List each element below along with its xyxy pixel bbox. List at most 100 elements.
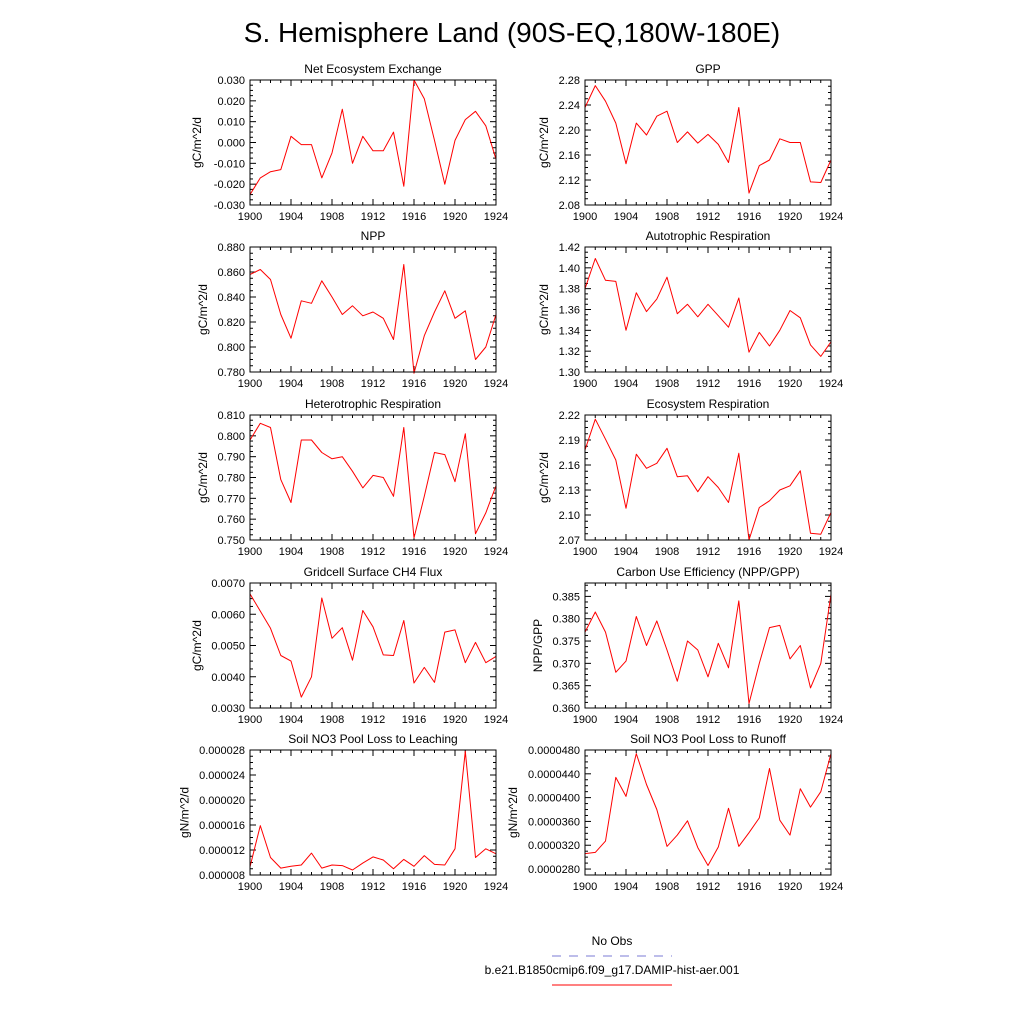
x-tick-label: 1916 bbox=[737, 211, 761, 223]
panel-title: Carbon Use Efficiency (NPP/GPP) bbox=[616, 565, 799, 579]
y-axis-label: gC/m^2/d bbox=[196, 452, 210, 503]
y-tick-label: 0.800 bbox=[217, 431, 245, 443]
y-tick-label: 0.360 bbox=[552, 703, 580, 715]
x-tick-label: 1912 bbox=[696, 378, 720, 390]
y-axis-label: gN/m^2/d bbox=[177, 787, 191, 838]
x-tick-label: 1908 bbox=[320, 714, 344, 726]
x-tick-label: 1904 bbox=[614, 881, 638, 893]
y-tick-label: 0.810 bbox=[217, 410, 245, 422]
x-tick-label: 1920 bbox=[443, 546, 467, 558]
panel-title: Heterotrophic Respiration bbox=[305, 397, 441, 411]
panel-title: GPP bbox=[695, 62, 720, 76]
y-axis-label: gC/m^2/d bbox=[190, 117, 204, 168]
figure-title: S. Hemisphere Land (90S-EQ,180W-180E) bbox=[244, 17, 780, 48]
x-tick-label: 1924 bbox=[484, 378, 508, 390]
panel-gridcell-surface-ch4-flux: 1900 1904 1908 1912 1916 1920 1924 0.0030 0.0040… bbox=[190, 565, 508, 726]
y-tick-label: 0.000008 bbox=[199, 870, 245, 882]
y-tick-label: 0.020 bbox=[217, 96, 245, 108]
panel-heterotrophic-respiration: 1900 1904 1908 1912 1916 1920 1924 0.750 0.760 0.… bbox=[196, 397, 508, 558]
x-tick-label: 1900 bbox=[238, 714, 262, 726]
plot-frame bbox=[584, 749, 832, 876]
x-tick-label: 1904 bbox=[279, 378, 303, 390]
y-tick-label: 0.880 bbox=[217, 242, 245, 254]
y-axis-label: NPP/GPP bbox=[531, 619, 545, 672]
y-tick-label: 0.000012 bbox=[199, 845, 245, 857]
y-axis-label: gC/m^2/d bbox=[190, 620, 204, 671]
x-tick-label: 1904 bbox=[279, 714, 303, 726]
plot-frame bbox=[584, 582, 832, 709]
x-tick-label: 1924 bbox=[819, 546, 843, 558]
plot-frame bbox=[584, 79, 832, 206]
x-tick-label: 1912 bbox=[361, 211, 385, 223]
x-tick-label: 1900 bbox=[238, 546, 262, 558]
y-tick-label: 0.0030 bbox=[211, 703, 245, 715]
y-tick-label: 2.10 bbox=[559, 510, 580, 522]
y-tick-label: 0.000024 bbox=[199, 770, 245, 782]
series-line bbox=[584, 594, 832, 704]
x-tick-label: 1920 bbox=[778, 211, 802, 223]
series-line bbox=[584, 753, 832, 866]
y-axis-label: gC/m^2/d bbox=[537, 117, 551, 168]
x-tick-label: 1924 bbox=[484, 546, 508, 558]
x-tick-label: 1912 bbox=[361, 546, 385, 558]
plot-frame bbox=[249, 749, 497, 876]
x-tick-label: 1920 bbox=[778, 546, 802, 558]
panel-title: Ecosystem Respiration bbox=[647, 397, 770, 411]
panel-soil-no3-pool-loss-to-leaching: 1900 1904 1908 1912 1916 1920 1924 0.000008 0.00… bbox=[177, 732, 508, 893]
x-tick-label: 1924 bbox=[819, 881, 843, 893]
legend-label-no-obs: No Obs bbox=[592, 934, 633, 948]
y-tick-label: 0.780 bbox=[217, 473, 245, 485]
y-tick-label: 2.16 bbox=[559, 460, 580, 472]
y-tick-label: 2.13 bbox=[559, 485, 580, 497]
legend-label-case: b.e21.B1850cmip6.f09_g17.DAMIP-hist-aer.… bbox=[485, 963, 740, 977]
x-tick-label: 1924 bbox=[484, 881, 508, 893]
x-tick-label: 1912 bbox=[696, 211, 720, 223]
x-tick-label: 1916 bbox=[402, 211, 426, 223]
y-tick-label: 0.375 bbox=[552, 636, 580, 648]
panel-title: Soil NO3 Pool Loss to Runoff bbox=[630, 732, 787, 746]
y-axis-label: gC/m^2/d bbox=[537, 452, 551, 503]
y-tick-label: 2.19 bbox=[559, 435, 580, 447]
x-tick-label: 1900 bbox=[573, 714, 597, 726]
x-tick-label: 1908 bbox=[320, 211, 344, 223]
x-tick-label: 1920 bbox=[778, 378, 802, 390]
plot-frame bbox=[249, 79, 497, 206]
x-tick-label: 1920 bbox=[443, 378, 467, 390]
x-tick-label: 1904 bbox=[279, 881, 303, 893]
x-tick-label: 1920 bbox=[443, 881, 467, 893]
y-tick-label: 0.0000480 bbox=[528, 745, 580, 757]
y-tick-label: 2.28 bbox=[559, 75, 580, 87]
x-tick-label: 1900 bbox=[573, 378, 597, 390]
plot-frame bbox=[584, 246, 832, 373]
series-line bbox=[584, 85, 832, 194]
x-tick-label: 1924 bbox=[819, 211, 843, 223]
x-tick-label: 1908 bbox=[320, 546, 344, 558]
x-tick-label: 1924 bbox=[819, 378, 843, 390]
x-tick-label: 1912 bbox=[361, 378, 385, 390]
y-tick-label: 1.34 bbox=[559, 325, 580, 337]
y-tick-label: 1.36 bbox=[559, 305, 580, 317]
y-tick-label: 0.000028 bbox=[199, 745, 245, 757]
plot-frame bbox=[249, 246, 497, 373]
x-tick-label: 1912 bbox=[696, 546, 720, 558]
series-line bbox=[584, 418, 832, 541]
y-tick-label: 0.770 bbox=[217, 493, 245, 505]
plot-frame bbox=[584, 414, 832, 541]
y-tick-label: 0.370 bbox=[552, 658, 580, 670]
x-tick-label: 1900 bbox=[238, 211, 262, 223]
x-tick-label: 1904 bbox=[614, 714, 638, 726]
x-tick-label: 1916 bbox=[737, 546, 761, 558]
panel-carbon-use-efficiency-npp-gpp: 1900 1904 1908 1912 1916 1920 1924 0.360 0.365 0.… bbox=[531, 565, 843, 726]
y-tick-label: 0.0070 bbox=[211, 578, 245, 590]
y-axis-label: gC/m^2/d bbox=[537, 284, 551, 335]
y-tick-label: 2.16 bbox=[559, 150, 580, 162]
y-axis-label: gC/m^2/d bbox=[196, 284, 210, 335]
y-tick-label: 0.760 bbox=[217, 514, 245, 526]
x-tick-label: 1904 bbox=[279, 211, 303, 223]
y-tick-label: 1.42 bbox=[559, 242, 580, 254]
x-tick-label: 1916 bbox=[737, 714, 761, 726]
y-tick-label: 0.0050 bbox=[211, 641, 245, 653]
x-tick-label: 1908 bbox=[655, 714, 679, 726]
y-tick-label: 0.0000360 bbox=[528, 816, 580, 828]
